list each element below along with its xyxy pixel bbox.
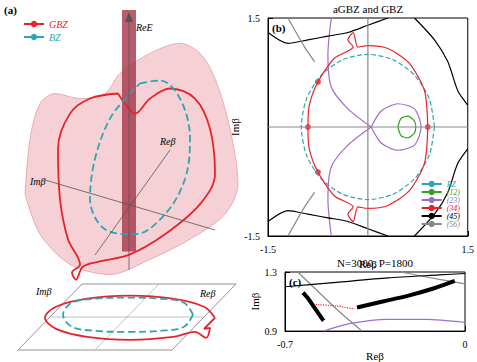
svg-text:BZ: BZ xyxy=(49,32,61,43)
svg-text:Imβ: Imβ xyxy=(35,286,52,297)
svg-text:N=3000, P=1800: N=3000, P=1800 xyxy=(337,257,413,269)
svg-text:-0.7: -0.7 xyxy=(277,339,293,350)
svg-text:Reβ: Reβ xyxy=(159,136,176,147)
svg-text:(a): (a) xyxy=(4,4,17,17)
svg-text:ReE: ReE xyxy=(135,22,153,33)
svg-text:(56): (56) xyxy=(447,220,461,229)
svg-text:Imβ: Imβ xyxy=(249,292,261,310)
svg-text:(12): (12) xyxy=(446,187,460,197)
svg-text:0.9: 0.9 xyxy=(265,326,278,337)
svg-text:Reβ: Reβ xyxy=(366,350,384,362)
svg-text:-1.5: -1.5 xyxy=(260,244,276,255)
svg-text:Imβ: Imβ xyxy=(29,176,46,187)
svg-text:Reβ: Reβ xyxy=(199,288,216,299)
svg-text:Imβ: Imβ xyxy=(228,118,241,136)
svg-text:(c): (c) xyxy=(289,276,302,289)
svg-text:BZ: BZ xyxy=(446,179,456,189)
svg-text:0: 0 xyxy=(463,339,468,350)
svg-text:(b): (b) xyxy=(272,22,286,35)
svg-text:1.5: 1.5 xyxy=(248,13,261,24)
svg-text:aGBZ and GBZ: aGBZ and GBZ xyxy=(333,3,404,15)
svg-text:GBZ: GBZ xyxy=(49,19,68,30)
svg-text:-1.5: -1.5 xyxy=(244,231,260,242)
svg-text:1.5: 1.5 xyxy=(462,244,475,255)
svg-text:(34): (34) xyxy=(446,203,460,213)
svg-text:(23): (23) xyxy=(446,195,460,205)
svg-text:(45): (45) xyxy=(446,211,460,221)
svg-text:1.3: 1.3 xyxy=(265,267,278,278)
